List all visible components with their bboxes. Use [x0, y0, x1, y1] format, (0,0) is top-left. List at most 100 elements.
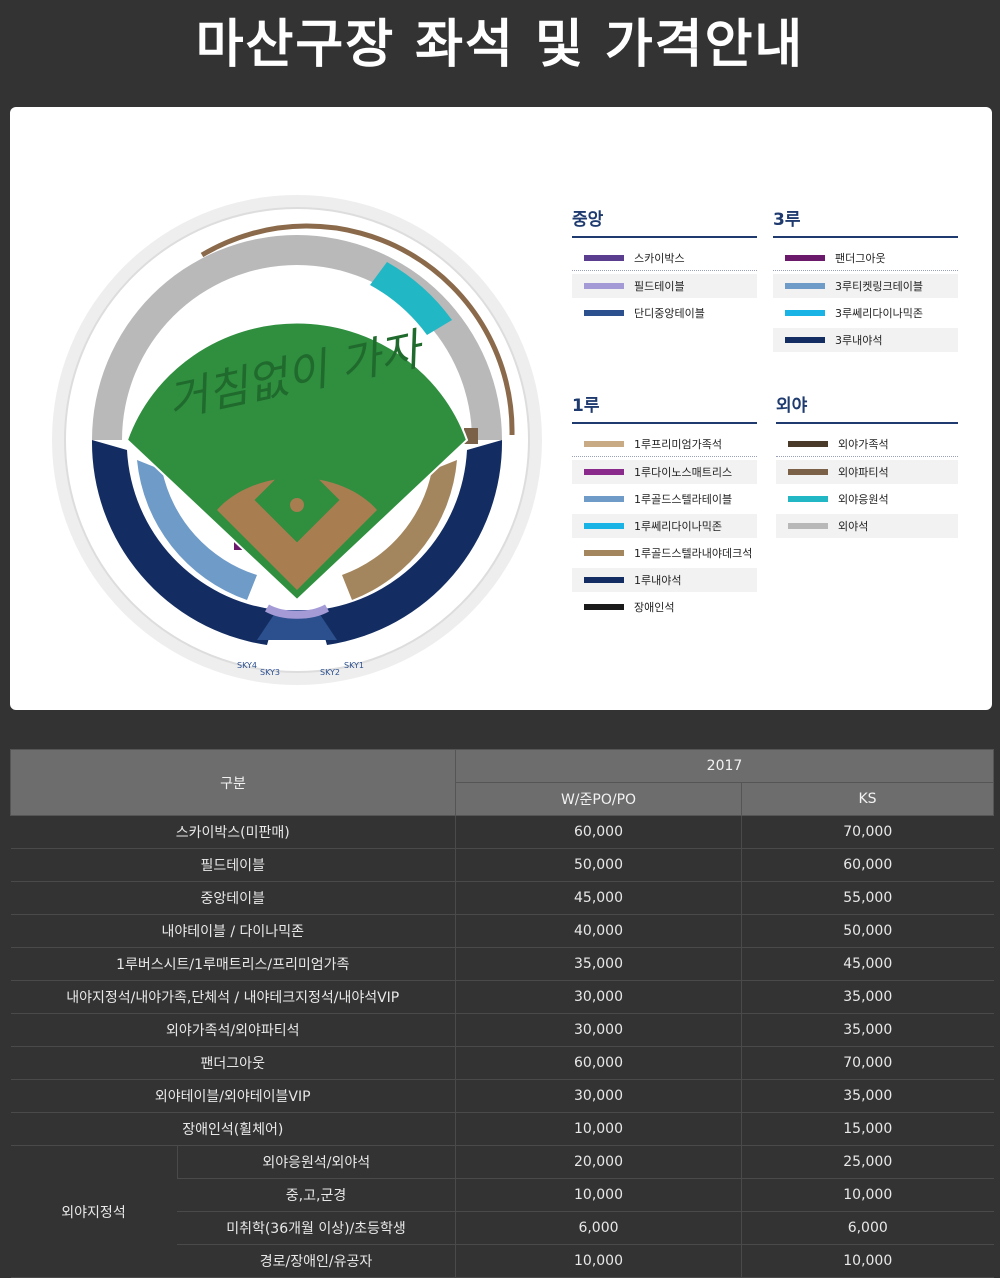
legend-label: 장애인석 — [634, 601, 675, 614]
header-col1: W/준PO/PO — [455, 782, 742, 816]
price-col2: 70,000 — [741, 1046, 994, 1080]
header-col2: KS — [741, 782, 994, 816]
price-col1: 60,000 — [455, 815, 742, 849]
legend-swatch — [785, 310, 825, 316]
legend-first: 1루 1루프리미엄가족석 1루다이노스매트리스 1루골드스텔라테이블 1루쎄리다이나믹… — [572, 391, 757, 622]
legend-item: 1루내야석 — [572, 568, 757, 592]
price-col2: 35,000 — [741, 1013, 994, 1047]
legend-item: 외야가족석 — [776, 432, 958, 457]
price-col2: 10,000 — [741, 1178, 994, 1212]
page-title: 마산구장 좌석 및 가격안내 — [195, 15, 805, 75]
legend-item: 외야파티석 — [776, 460, 958, 484]
sky-box-label: SKY1 — [344, 661, 364, 670]
price-col1: 40,000 — [455, 914, 742, 948]
price-row: 내야테이블 / 다이나믹존 40,000 50,000 — [10, 914, 994, 948]
legend-label: 1루골드스텔라내야데크석 — [634, 547, 753, 560]
legend-swatch — [788, 523, 828, 529]
legend-item: 1루쎄리다이나믹존 — [572, 514, 757, 538]
legend-item: 1루골드스텔라내야데크석 — [572, 541, 757, 565]
legend-heading: 중앙 — [572, 205, 757, 238]
price-row: 중앙테이블 45,000 55,000 — [10, 881, 994, 915]
legend-heading: 1루 — [572, 391, 757, 424]
price-row: 중,고,군경 10,000 10,000 — [11, 1178, 994, 1212]
legend-label: 1루쎄리다이나믹존 — [634, 520, 722, 533]
legend-swatch — [788, 496, 828, 502]
legend-item: 단디중앙테이블 — [572, 301, 757, 325]
legend-label: 외야석 — [838, 520, 869, 533]
price-row-name: 외야가족석/외야파티석 — [10, 1013, 456, 1047]
price-col2: 50,000 — [741, 914, 994, 948]
price-row: 1루버스시트/1루매트리스/프리미엄가족 35,000 45,000 — [10, 947, 994, 981]
price-row-name: 1루버스시트/1루매트리스/프리미엄가족 — [10, 947, 456, 981]
price-row-name: 스카이박스(미판매) — [10, 815, 456, 849]
legend-swatch — [785, 255, 825, 261]
price-col1: 6,000 — [455, 1211, 742, 1245]
price-col1: 30,000 — [455, 1013, 742, 1047]
third-base-stands — [91, 440, 278, 645]
sky-box-label: SKY2 — [320, 668, 340, 677]
price-row: 내야지정석/내야가족,단체석 / 내야테크지정석/내야석VIP 30,000 35,… — [10, 980, 994, 1014]
legend-label: 단디중앙테이블 — [634, 307, 705, 320]
legend-swatch — [584, 550, 624, 556]
price-col2: 15,000 — [741, 1112, 994, 1146]
legend-swatch — [584, 310, 624, 316]
price-col1: 10,000 — [455, 1244, 742, 1278]
price-col2: 25,000 — [741, 1145, 994, 1179]
price-row-name: 필드테이블 — [10, 848, 456, 882]
legend-swatch — [785, 337, 825, 343]
price-row: 팬더그아웃 60,000 70,000 — [10, 1046, 994, 1080]
sky-box-label: SKY3 — [260, 668, 280, 677]
price-col2: 35,000 — [741, 1079, 994, 1113]
price-row: 외야지정석 외야응원석/외야석 20,000 25,000 — [10, 1145, 994, 1278]
legend-outfield: 외야 외야가족석 외야파티석 외야응원석 외야석 — [776, 391, 958, 541]
price-row-name: 중,고,군경 — [177, 1178, 456, 1212]
legend-label: 외야가족석 — [838, 438, 889, 451]
price-col1: 30,000 — [455, 1079, 742, 1113]
legend-label: 3루내야석 — [835, 334, 883, 347]
legend-item: 외야응원석 — [776, 487, 958, 511]
legend-label: 팬더그아웃 — [835, 252, 886, 265]
price-row-name: 내야지정석/내야가족,단체석 / 내야테크지정석/내야석VIP — [10, 980, 456, 1014]
legend-label: 3루티켓링크테이블 — [835, 280, 923, 293]
legend-swatch — [785, 283, 825, 289]
price-row-name: 중앙테이블 — [10, 881, 456, 915]
legend-label: 1루다이노스매트리스 — [634, 466, 733, 479]
price-col1: 50,000 — [455, 848, 742, 882]
price-row-name: 외야테이블/외야테이블VIP — [10, 1079, 456, 1113]
legend-item: 1루골드스텔라테이블 — [572, 487, 757, 511]
legend-item: 외야석 — [776, 514, 958, 538]
legend-item: 3루쎄리다이나믹존 — [773, 301, 958, 325]
legend-swatch — [788, 441, 828, 447]
legend-label: 외야파티석 — [838, 466, 889, 479]
price-col2: 35,000 — [741, 980, 994, 1014]
legend-swatch — [584, 441, 624, 447]
legend-item: 1루다이노스매트리스 — [572, 460, 757, 484]
stadium-map: 거침없이 가자 SKY4 SKY3 SKY2 SKY1 — [52, 195, 542, 685]
legend-label: 3루쎄리다이나믹존 — [835, 307, 923, 320]
first-base-stands — [317, 440, 503, 645]
header-category: 구분 — [10, 749, 456, 816]
legend-item: 필드테이블 — [572, 274, 757, 298]
price-group-name: 외야지정석 — [10, 1145, 177, 1278]
legend-label: 외야응원석 — [838, 493, 889, 506]
legend-item: 스카이박스 — [572, 246, 757, 271]
price-col1: 35,000 — [455, 947, 742, 981]
legend-third: 3루 팬더그아웃 3루티켓링크테이블 3루쎄리다이나믹존 3루내야석 — [773, 205, 958, 355]
legend-swatch — [584, 255, 624, 261]
price-col1: 10,000 — [455, 1178, 742, 1212]
legend-swatch — [584, 469, 624, 475]
outfield-cheer-section — [370, 262, 452, 335]
legend-swatch — [788, 469, 828, 475]
legend-label: 1루프리미엄가족석 — [634, 438, 722, 451]
price-col1: 60,000 — [455, 1046, 742, 1080]
legend-label: 스카이박스 — [634, 252, 685, 265]
price-row-name: 외야응원석/외야석 — [176, 1145, 456, 1179]
pitcher-mound — [290, 498, 304, 512]
legend-label: 1루골드스텔라테이블 — [634, 493, 733, 506]
sky-box-label: SKY4 — [237, 661, 257, 670]
price-col2: 45,000 — [741, 947, 994, 981]
price-row: 외야가족석/외야파티석 30,000 35,000 — [10, 1013, 994, 1047]
price-table: 구분 2017 W/준PO/PO KS 스카이박스(미판매) 60,000 70,0… — [10, 749, 994, 1278]
